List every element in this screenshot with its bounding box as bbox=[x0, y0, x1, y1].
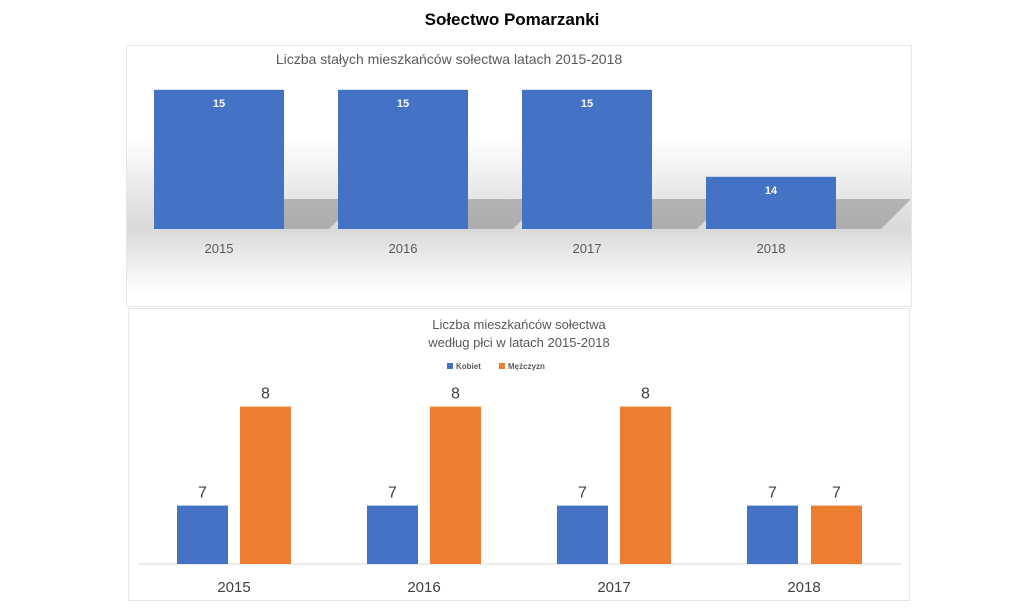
chart-title-line-2: według płci w latach 2015-2018 bbox=[428, 335, 610, 350]
data-label: 8 bbox=[261, 386, 270, 403]
legend-label: Mężczyzn bbox=[508, 362, 545, 371]
page-title: Sołectwo Pomarzanki bbox=[424, 10, 600, 29]
legend-label: Kobiet bbox=[456, 362, 481, 371]
x-tick-label: 2017 bbox=[597, 579, 630, 596]
data-label: 15 bbox=[397, 98, 409, 110]
x-tick-label: 2016 bbox=[389, 241, 418, 256]
bar bbox=[620, 406, 671, 564]
legend-swatch bbox=[499, 363, 505, 369]
bar bbox=[154, 89, 284, 229]
data-label: 15 bbox=[213, 98, 225, 110]
data-label: 7 bbox=[768, 485, 777, 502]
data-label: 7 bbox=[388, 485, 397, 502]
data-label: 7 bbox=[832, 485, 841, 502]
data-label: 8 bbox=[641, 386, 650, 403]
x-tick-label: 2017 bbox=[573, 241, 602, 256]
chart-title: Liczba stałych mieszkańców sołectwa lata… bbox=[275, 51, 623, 67]
bar-shadow bbox=[836, 199, 911, 229]
x-tick-label: 2015 bbox=[217, 579, 250, 596]
chart-plot: 15 2015 15 2016 15 2017 14 2018 bbox=[154, 89, 911, 256]
bar bbox=[338, 89, 468, 229]
chart-plot: Kobiet Mężczyzn 7 8 2015 7 8 2016 7 8 2017 7 7 2018 bbox=[139, 362, 901, 596]
bar bbox=[522, 89, 652, 229]
bar bbox=[240, 406, 291, 564]
x-tick-label: 2018 bbox=[757, 241, 786, 256]
legend-swatch bbox=[447, 363, 453, 369]
bar bbox=[747, 505, 798, 564]
x-tick-label: 2018 bbox=[787, 579, 820, 596]
chart-residents-total: Liczba stałych mieszkańców sołectwa lata… bbox=[126, 45, 912, 307]
x-tick-label: 2015 bbox=[205, 241, 234, 256]
x-tick-label: 2016 bbox=[407, 579, 440, 596]
data-label: 7 bbox=[198, 485, 207, 502]
bar bbox=[811, 505, 862, 564]
chart-title-line-1: Liczba mieszkańców sołectwa bbox=[432, 317, 606, 332]
bar bbox=[177, 505, 228, 564]
data-label: 15 bbox=[581, 98, 593, 110]
bar bbox=[557, 505, 608, 564]
data-label: 7 bbox=[578, 485, 587, 502]
data-label: 8 bbox=[451, 386, 460, 403]
bar bbox=[706, 176, 836, 229]
bar bbox=[367, 505, 418, 564]
bar bbox=[430, 406, 481, 564]
data-label: 14 bbox=[765, 185, 778, 197]
chart-residents-by-gender: Liczba mieszkańców sołectwa według płci … bbox=[128, 308, 910, 601]
